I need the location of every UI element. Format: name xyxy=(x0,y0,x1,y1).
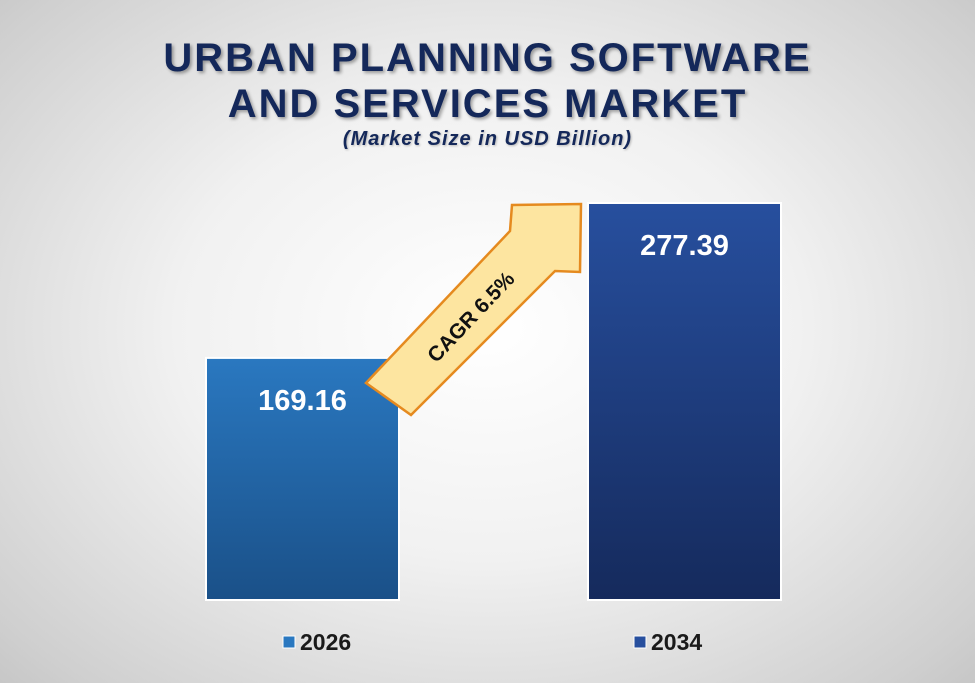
bar-2026 xyxy=(205,356,400,601)
data-label-2034: 277.39 xyxy=(640,230,729,262)
legend-label-2026: 2026 xyxy=(300,629,351,655)
data-label-2026: 169.16 xyxy=(258,385,347,417)
legend-swatch-2034 xyxy=(633,635,647,649)
legend-swatch-2026 xyxy=(282,635,296,649)
chart-subtitle: (Market Size in USD Billion) xyxy=(342,128,633,150)
bar-2034 xyxy=(587,202,782,601)
cagr-arrow: CAGR 6.5% xyxy=(364,202,583,417)
chart-title-line-2: AND SERVICES MARKET xyxy=(227,82,748,126)
chart-title-line-1: URBAN PLANNING SOFTWARE xyxy=(163,36,812,80)
legend-label-2034: 2034 xyxy=(651,629,702,655)
